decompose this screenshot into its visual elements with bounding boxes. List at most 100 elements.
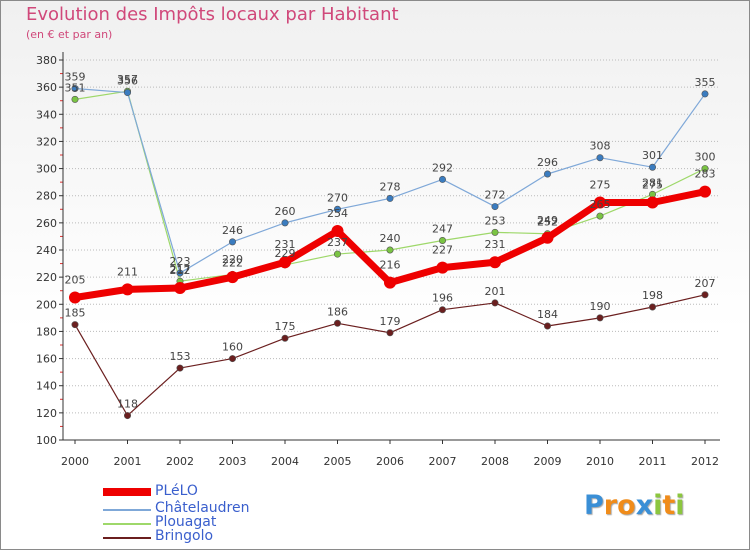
data-label: 201 xyxy=(485,285,506,298)
logo-letter: i xyxy=(675,490,685,521)
y-tick-label: 140 xyxy=(36,380,57,393)
logo-letter: o xyxy=(617,490,636,521)
data-point xyxy=(438,237,446,245)
data-label: 185 xyxy=(65,307,86,320)
data-label: 175 xyxy=(275,320,296,333)
data-point xyxy=(648,303,656,311)
y-tick-label: 220 xyxy=(36,271,57,284)
data-point xyxy=(594,196,606,209)
legend-label-chatelaudren: Châtelaudren xyxy=(155,500,250,516)
data-label: 249 xyxy=(537,214,558,227)
y-tick-label: 260 xyxy=(36,217,57,230)
data-label: 196 xyxy=(432,292,453,305)
data-label: 186 xyxy=(327,305,348,318)
data-label: 275 xyxy=(590,179,611,192)
y-tick-label: 120 xyxy=(36,407,57,420)
data-point xyxy=(279,256,291,269)
data-point xyxy=(701,90,709,98)
data-point xyxy=(386,246,394,254)
data-point xyxy=(699,185,711,198)
y-tick-label: 340 xyxy=(36,108,57,121)
data-point xyxy=(386,329,394,337)
data-label: 357 xyxy=(117,73,138,86)
x-tick-label: 2012 xyxy=(691,455,719,468)
data-label: 308 xyxy=(590,140,611,153)
data-point xyxy=(229,355,237,363)
data-point xyxy=(541,231,554,244)
data-point xyxy=(71,321,79,329)
data-point xyxy=(543,322,551,330)
legend-swatch-bringolo xyxy=(103,537,151,539)
data-label: 207 xyxy=(695,277,716,290)
x-tick-label: 2010 xyxy=(586,455,614,468)
x-tick-label: 2001 xyxy=(114,455,142,468)
x-tick-label: 2004 xyxy=(271,455,299,468)
x-tick-label: 2002 xyxy=(166,455,194,468)
data-point xyxy=(176,269,184,277)
data-label: 292 xyxy=(432,161,453,174)
data-label: 227 xyxy=(432,244,453,257)
data-label: 355 xyxy=(695,76,716,89)
data-point xyxy=(384,276,396,289)
data-point xyxy=(491,228,499,236)
data-point xyxy=(174,282,186,294)
data-label: 278 xyxy=(380,180,401,193)
data-point xyxy=(596,212,604,220)
logo-letter: i xyxy=(653,490,663,521)
data-point xyxy=(333,319,341,327)
x-tick-label: 2008 xyxy=(481,455,509,468)
y-tick-label: 320 xyxy=(36,135,57,148)
legend-label-bringolo: Bringolo xyxy=(155,528,214,544)
data-label: 253 xyxy=(485,214,506,227)
logo-letter: t xyxy=(662,490,676,521)
data-label: 153 xyxy=(170,350,191,363)
data-label: 179 xyxy=(380,315,401,328)
y-tick-label: 200 xyxy=(36,298,57,311)
x-tick-label: 2003 xyxy=(219,455,247,468)
data-point xyxy=(71,95,79,103)
data-label: 240 xyxy=(380,232,401,245)
y-tick-label: 100 xyxy=(36,434,57,447)
data-label: 220 xyxy=(222,253,243,266)
legend-label-plouagat: Plouagat xyxy=(155,514,217,530)
logo-letter: r xyxy=(603,490,618,521)
data-point xyxy=(491,299,499,307)
data-label: 275 xyxy=(642,179,663,192)
data-label: 260 xyxy=(275,205,296,218)
data-label: 231 xyxy=(275,238,296,251)
data-label: 229 xyxy=(275,247,296,260)
y-tick-label: 240 xyxy=(36,244,57,257)
data-label: 198 xyxy=(642,289,663,302)
data-point xyxy=(491,203,499,211)
data-point xyxy=(596,314,604,322)
data-point xyxy=(281,334,289,342)
data-label: 296 xyxy=(537,156,558,169)
y-tick-label: 160 xyxy=(36,353,57,366)
data-label: 356 xyxy=(117,75,138,88)
data-label: 217 xyxy=(170,263,191,276)
data-point xyxy=(121,283,134,296)
data-label: 160 xyxy=(222,341,243,354)
data-point xyxy=(386,194,394,202)
data-point xyxy=(124,89,132,97)
data-label: 359 xyxy=(65,71,86,84)
data-point xyxy=(489,256,501,269)
data-label: 190 xyxy=(590,300,611,313)
data-label: 212 xyxy=(170,264,191,277)
x-tick-label: 2006 xyxy=(376,455,404,468)
data-label: 211 xyxy=(117,265,138,278)
data-point xyxy=(281,219,289,227)
data-label: 216 xyxy=(380,259,401,272)
y-tick-label: 380 xyxy=(36,54,57,67)
chart-subtitle: (en € et par an) xyxy=(26,28,113,41)
data-label: 272 xyxy=(485,189,506,202)
data-label: 223 xyxy=(170,255,191,268)
data-point xyxy=(438,175,446,183)
logo-letter: P xyxy=(584,490,604,521)
y-tick-label: 180 xyxy=(36,325,57,338)
data-label: 222 xyxy=(222,256,243,269)
data-point xyxy=(701,291,709,299)
data-point xyxy=(124,412,132,420)
data-point xyxy=(71,85,79,93)
